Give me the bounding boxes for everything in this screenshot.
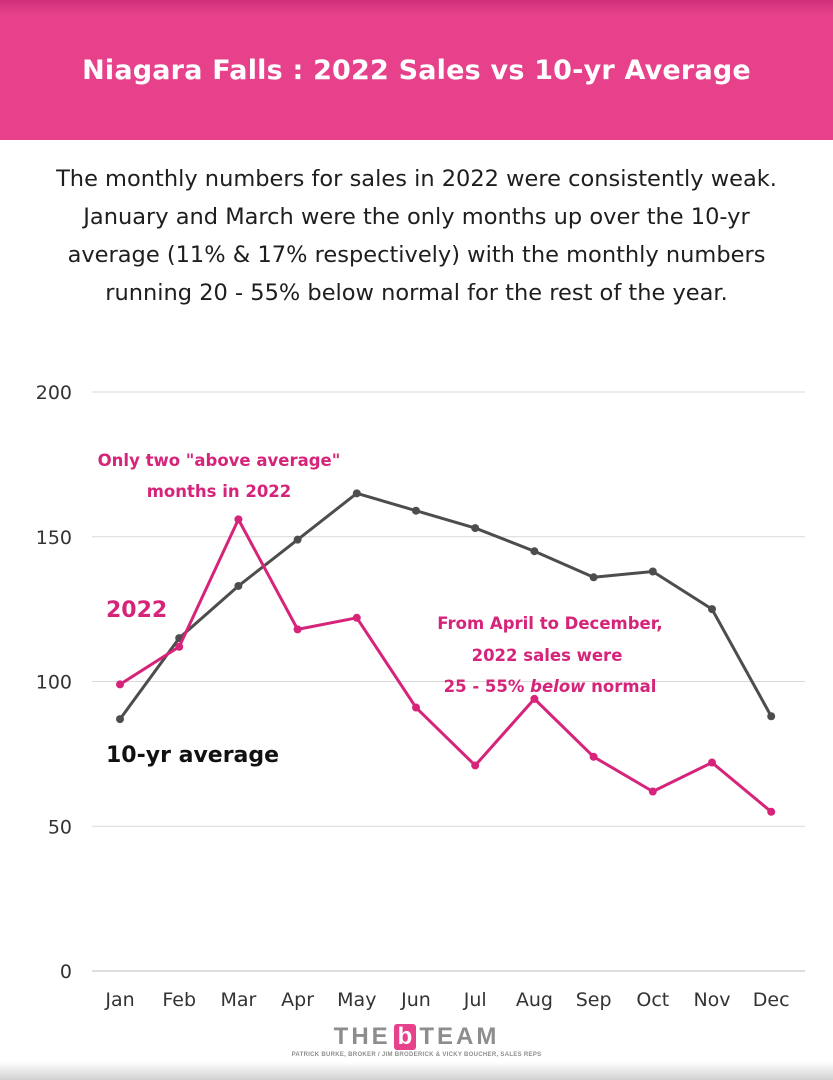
- annotation-line: From April to December,: [437, 614, 662, 633]
- x-tick-label: Oct: [636, 989, 669, 1011]
- x-tick-label: Dec: [753, 989, 790, 1011]
- series-10yr-average: [116, 489, 776, 724]
- annotation-line: 25 - 55% below normal: [444, 677, 657, 696]
- annotation-part: 25 - 55%: [444, 677, 531, 696]
- data-point: [412, 506, 420, 515]
- logo-mark: b: [393, 1024, 417, 1050]
- annotation-emphasis: below: [530, 677, 586, 696]
- annotation-part: normal: [585, 677, 656, 696]
- intro-line: running 20 - 55% below normal for the re…: [105, 280, 728, 306]
- data-point: [767, 712, 776, 721]
- x-tick-label: Sep: [576, 989, 612, 1011]
- series-label-10yr-average: 10-yr average: [106, 743, 279, 768]
- y-axis-ticks: 0 50 100 150 200: [36, 382, 72, 983]
- intro-line: The monthly numbers for sales in 2022 we…: [56, 166, 777, 192]
- series-label-2022: 2022: [106, 598, 167, 623]
- x-tick-label: Nov: [693, 989, 730, 1011]
- x-axis-ticks: Jan Feb Mar Apr May Jun Jul Aug Sep Oct Nov Dec: [104, 989, 789, 1011]
- page-title: Niagara Falls : 2022 Sales vs 10-yr Aver…: [82, 54, 751, 86]
- y-tick-label: 150: [36, 527, 72, 549]
- x-tick-label: Jan: [104, 989, 134, 1011]
- annotation-line: months in 2022: [147, 482, 292, 501]
- intro-line: January and March were the only months u…: [83, 204, 750, 230]
- x-tick-label: Jun: [400, 989, 431, 1011]
- logo-prefix: THE: [333, 1023, 391, 1050]
- data-point: [116, 715, 124, 724]
- data-point: [234, 515, 243, 524]
- data-point: [530, 547, 539, 556]
- x-tick-label: Aug: [516, 989, 553, 1011]
- team-logo: THE b TEAM: [0, 1024, 833, 1050]
- intro-text: The monthly numbers for sales in 2022 we…: [20, 160, 813, 312]
- data-point: [293, 535, 302, 544]
- logo-suffix: TEAM: [419, 1023, 500, 1050]
- header-banner: Niagara Falls : 2022 Sales vs 10-yr Aver…: [0, 0, 833, 140]
- data-point: [352, 489, 361, 498]
- data-point: [767, 807, 776, 816]
- annotation-above-average: Only two "above average" months in 2022: [98, 451, 341, 501]
- y-tick-label: 50: [48, 816, 72, 838]
- data-point: [116, 680, 124, 689]
- chart-series: [116, 489, 776, 816]
- data-point: [352, 613, 361, 622]
- y-tick-label: 100: [36, 672, 72, 694]
- data-point: [708, 605, 716, 614]
- data-point: [412, 703, 420, 712]
- x-tick-label: May: [337, 989, 376, 1011]
- data-point: [530, 694, 539, 703]
- annotation-line: Only two "above average": [98, 451, 341, 470]
- chart-gridlines: [92, 391, 805, 972]
- footer-logo: THE b TEAM PATRICK BURKE, BROKER / JIM BRO…: [0, 1024, 833, 1059]
- y-tick-label: 200: [36, 382, 72, 404]
- data-point: [648, 567, 657, 576]
- annotation-line: 2022 sales were: [472, 646, 623, 665]
- y-tick-label: 0: [60, 961, 72, 983]
- data-point: [471, 761, 480, 770]
- x-tick-label: Apr: [281, 989, 314, 1011]
- series-2022: [116, 515, 776, 816]
- data-point: [293, 625, 302, 634]
- data-point: [708, 758, 716, 767]
- intro-line: average (11% & 17% respectively) with th…: [67, 242, 766, 268]
- data-point: [589, 573, 598, 582]
- line-chart: 0 50 100 150 200 Jan Feb Mar Apr May Jun Jul Aug Sep…: [36, 382, 805, 1011]
- x-tick-label: Jul: [463, 989, 487, 1011]
- data-point: [234, 581, 243, 590]
- data-point: [648, 787, 657, 796]
- annotation-below-normal: From April to December, 2022 sales were …: [437, 614, 662, 696]
- footer-credit: PATRICK BURKE, BROKER / JIM BRODERICK & …: [291, 1052, 542, 1058]
- x-tick-label: Feb: [162, 989, 196, 1011]
- data-point: [175, 642, 184, 651]
- data-point: [589, 752, 598, 761]
- x-tick-label: Mar: [220, 989, 256, 1011]
- data-point: [471, 524, 480, 533]
- series-line: [118, 491, 773, 721]
- series-line: [118, 517, 773, 814]
- bottom-shadow: [0, 1062, 833, 1080]
